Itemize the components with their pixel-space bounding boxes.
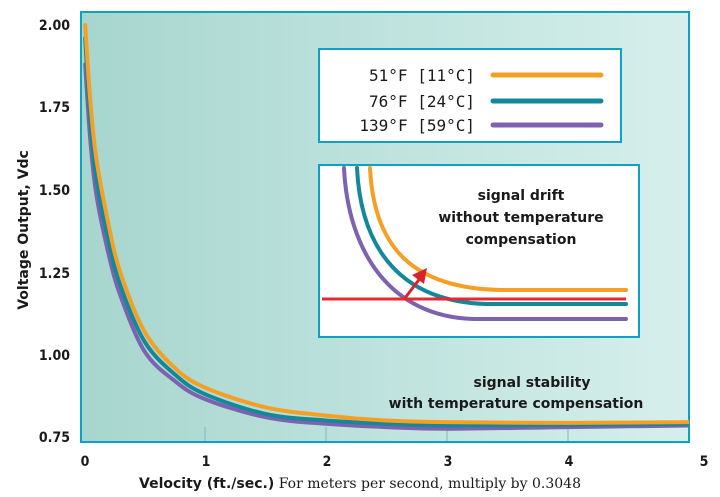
- x-tick-label: 5: [700, 454, 709, 470]
- inset-series-line: [355, 166, 628, 306]
- series-lines: [83, 23, 689, 431]
- x-axis-title-note: For meters per second, multiply by 0.304…: [278, 476, 581, 492]
- y-tick-label: 1.00: [39, 348, 70, 364]
- legend-label: 76°F [24°C]: [369, 92, 475, 111]
- legend-label: 51°F [11°C]: [369, 66, 475, 85]
- x-tick-label: 2: [323, 454, 332, 470]
- annotation-drift-line2: without temperature: [438, 210, 603, 226]
- y-axis-title: Voltage Output, Vdc: [16, 150, 32, 310]
- x-tick-label: 3: [444, 454, 453, 470]
- x-tick-label: 4: [565, 454, 574, 470]
- y-tick-label: 2.00: [39, 18, 70, 34]
- x-tick-label: 0: [81, 454, 90, 470]
- annotation-drift-line3: compensation: [466, 232, 577, 248]
- annotation-stability-line1: signal stability: [474, 375, 591, 391]
- legend: 51°F [11°C] 76°F [24°C] 139°F [59°C]: [318, 48, 622, 143]
- x-axis-title: Velocity (ft./sec.) For meters per secon…: [0, 476, 720, 492]
- drift-arrow-shaft: [403, 276, 423, 299]
- inset-series-line: [368, 166, 628, 292]
- legend-label: 139°F [59°C]: [359, 116, 475, 135]
- annotation-stability-line2: with temperature compensation: [389, 396, 644, 412]
- y-tick-label: 1.75: [39, 100, 70, 116]
- inset-series-line: [342, 166, 628, 321]
- series-line: [83, 62, 689, 431]
- annotation-drift-line1: signal drift: [478, 188, 565, 204]
- series-line: [83, 23, 689, 425]
- x-tick-labels: 0 1 2 3 4 5: [81, 454, 709, 470]
- y-tick-label: 1.50: [39, 183, 70, 199]
- series-line: [83, 36, 689, 428]
- y-tick-labels: 0.75 1.00 1.25 1.50 1.75 2.00: [39, 18, 70, 446]
- x-tick-label: 1: [202, 454, 211, 470]
- y-tick-label: 0.75: [39, 430, 70, 446]
- drift-arrow-head: [412, 268, 427, 284]
- x-axis-title-main: Velocity (ft./sec.): [139, 476, 275, 492]
- y-tick-label: 1.25: [39, 266, 70, 282]
- inset-panel: signal drift without temperature compens…: [318, 164, 640, 338]
